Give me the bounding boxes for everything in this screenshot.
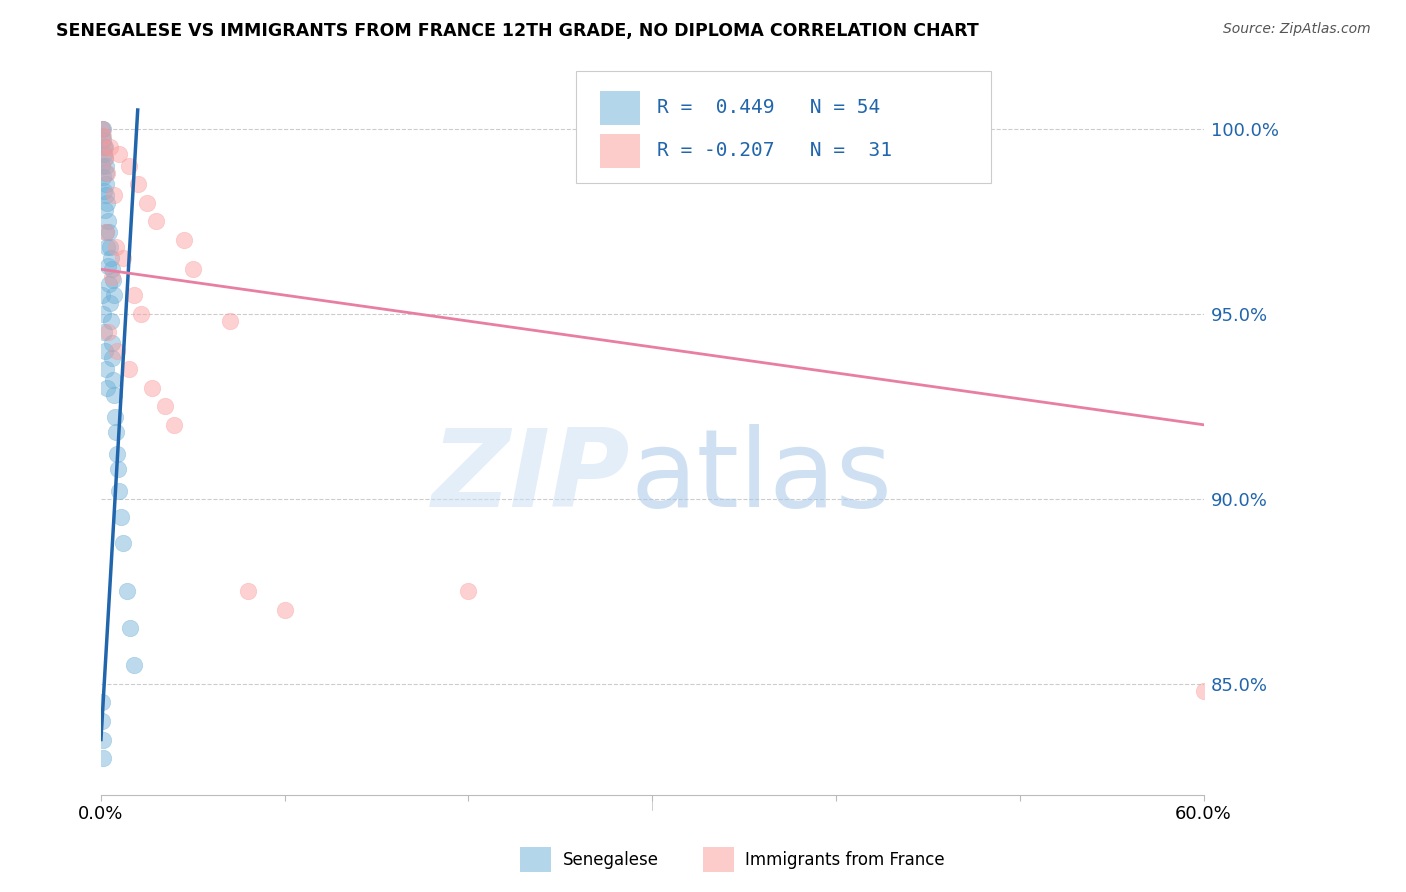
Point <box>105 447 128 461</box>
Point <box>96 195 118 210</box>
Point <box>100 336 122 351</box>
Point <box>98 240 121 254</box>
Point <box>93 151 115 165</box>
Point <box>96 188 118 202</box>
Point <box>91 133 114 147</box>
Point <box>93 185 115 199</box>
Point <box>457 584 479 599</box>
Text: R =  0.449   N = 54: R = 0.449 N = 54 <box>657 98 880 118</box>
Point <box>103 188 125 202</box>
Point <box>105 425 128 439</box>
Point <box>97 214 120 228</box>
Point <box>120 622 142 636</box>
Point <box>93 151 115 165</box>
Point <box>98 295 121 310</box>
Text: ZIP: ZIP <box>432 425 630 531</box>
Point <box>91 714 114 728</box>
Point <box>115 584 138 599</box>
Point <box>131 307 153 321</box>
Point <box>96 381 118 395</box>
Point <box>96 225 118 239</box>
Point <box>111 536 134 550</box>
Point <box>90 121 112 136</box>
Point <box>98 225 121 239</box>
Text: Source: ZipAtlas.com: Source: ZipAtlas.com <box>1223 22 1371 37</box>
Point <box>107 343 129 358</box>
Text: SENEGALESE VS IMMIGRANTS FROM FRANCE 12TH GRADE, NO DIPLOMA CORRELATION CHART: SENEGALESE VS IMMIGRANTS FROM FRANCE 12T… <box>56 22 979 40</box>
Point <box>110 510 132 524</box>
Point <box>236 584 259 599</box>
Point <box>218 314 240 328</box>
Point <box>103 288 125 302</box>
Point <box>94 202 117 217</box>
Point <box>101 351 124 365</box>
Point <box>181 262 204 277</box>
Point <box>145 214 167 228</box>
Point <box>91 121 114 136</box>
Point <box>96 166 118 180</box>
Text: Senegalese: Senegalese <box>562 851 658 869</box>
Point <box>127 177 149 191</box>
Point <box>103 388 125 402</box>
Point <box>117 159 139 173</box>
Point <box>90 128 112 143</box>
Point <box>98 140 121 154</box>
Point <box>103 373 125 387</box>
Point <box>274 603 297 617</box>
Point <box>90 696 112 710</box>
Point <box>122 658 145 673</box>
Point <box>122 288 145 302</box>
Point <box>101 273 124 287</box>
Point <box>1192 684 1215 698</box>
Text: atlas: atlas <box>630 425 893 531</box>
Point <box>100 314 122 328</box>
Point <box>141 381 163 395</box>
Point <box>97 277 120 291</box>
Point <box>91 159 114 173</box>
Point <box>111 251 134 265</box>
Point <box>107 462 129 476</box>
Point <box>94 166 117 180</box>
Point <box>94 343 117 358</box>
Point <box>108 484 131 499</box>
Point <box>94 159 117 173</box>
Point <box>104 410 127 425</box>
Point <box>93 325 115 339</box>
Point <box>91 751 114 765</box>
Point <box>90 121 112 136</box>
Point <box>96 177 118 191</box>
Point <box>91 128 114 143</box>
Point <box>93 140 115 154</box>
Point <box>91 732 114 747</box>
Point <box>173 233 195 247</box>
Point <box>97 325 120 339</box>
Point <box>101 262 124 277</box>
Point <box>91 169 114 184</box>
Point <box>155 399 177 413</box>
Point <box>93 147 115 161</box>
Point <box>108 147 131 161</box>
Point <box>91 307 114 321</box>
Point <box>94 362 117 376</box>
Point <box>117 362 139 376</box>
Text: Immigrants from France: Immigrants from France <box>745 851 945 869</box>
Point <box>91 288 114 302</box>
Point <box>163 417 186 432</box>
Point <box>135 195 157 210</box>
Point <box>94 225 117 239</box>
Point <box>104 240 127 254</box>
Point <box>96 240 118 254</box>
Point <box>93 140 115 154</box>
Point <box>97 259 120 273</box>
Text: R = -0.207   N =  31: R = -0.207 N = 31 <box>657 141 891 161</box>
Point <box>93 140 115 154</box>
Point <box>100 251 122 265</box>
Point <box>101 269 124 284</box>
